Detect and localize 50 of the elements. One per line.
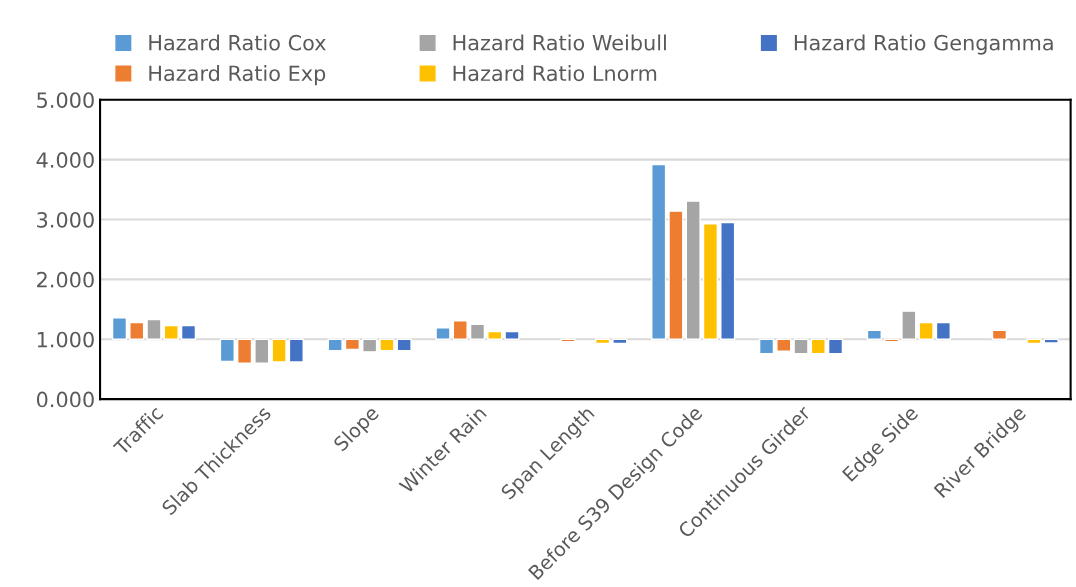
y-tick-label: 5.000 [37,92,94,108]
bar [991,329,1008,340]
bar [271,338,287,363]
legend-label: Hazard Ratio Gengamma [794,34,1053,55]
bar [379,338,395,352]
legend-label: Hazard Ratio Cox [149,34,326,51]
bar [163,324,179,340]
bar [504,330,520,340]
bar [651,163,667,340]
bar [435,327,451,340]
bar [452,320,468,340]
y-tick-label: 2.000 [37,271,94,288]
bar [396,338,412,352]
bar [288,338,304,363]
bar [146,318,162,340]
bar [685,200,701,340]
bar [793,338,809,355]
bar [344,338,361,351]
bar [810,338,826,355]
y-tick-label: 1.000 [37,331,94,348]
bar [362,338,378,353]
bar [918,321,934,340]
bar [129,321,145,340]
bar [180,324,197,340]
bar [469,323,486,340]
y-tick-label: 3.000 [37,211,94,228]
bar [827,338,844,355]
bar [612,338,628,345]
bar [254,338,270,364]
y-tick-label: 4.000 [36,152,94,168]
bar [111,317,128,340]
bar [935,321,951,340]
bar [668,210,684,340]
legend-label: Hazard Ratio Lnorm [453,65,657,82]
bar [219,338,235,363]
bar [487,330,503,340]
bar [236,338,253,364]
y-tick-label: 0.000 [36,391,94,408]
bar [776,338,792,352]
bar [720,221,736,340]
legend-label: Hazard Ratio Exp [149,65,326,86]
bar [1043,338,1059,344]
bar [758,338,775,355]
bar [595,338,611,345]
bar [702,223,719,340]
bar [1026,338,1042,345]
bar [866,329,882,340]
bar [327,338,343,352]
legend-label: Hazard Ratio Weibull [453,34,666,51]
bar [901,310,917,340]
